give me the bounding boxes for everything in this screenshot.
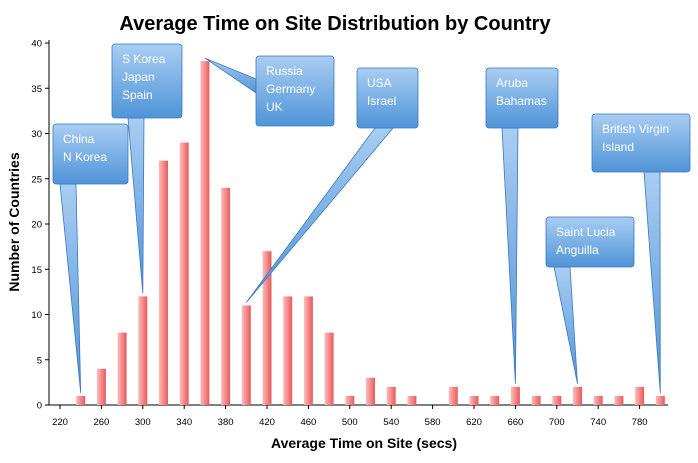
x-tick-label: 300 [135, 417, 151, 428]
x-tick-label: 220 [52, 417, 68, 428]
callout: S Korea Japan Spain [111, 43, 183, 294]
bar [283, 296, 293, 405]
bar [138, 296, 148, 405]
x-tick-label: 780 [632, 417, 648, 428]
y-tick-label: 0 [37, 401, 42, 412]
callout-box [52, 123, 129, 185]
y-tick-label: 15 [31, 265, 42, 276]
y-tick-label: 35 [31, 84, 42, 95]
bar [573, 386, 582, 405]
x-tick-label: 500 [342, 417, 358, 428]
bar [552, 395, 562, 405]
x-tick-label: 700 [549, 417, 565, 428]
bar [324, 332, 334, 405]
bar [366, 377, 375, 405]
callout: British Virgin Island [591, 113, 691, 393]
callout-box [485, 67, 559, 129]
bar [614, 395, 624, 405]
bar [448, 386, 458, 405]
x-tick-label: 340 [176, 417, 192, 428]
y-tick-label: 20 [31, 220, 42, 231]
y-tick-label: 30 [31, 129, 42, 140]
callouts: China N Korea S Korea Japan Spain Russia Germa… [52, 43, 691, 393]
bar [386, 386, 396, 405]
bar [593, 395, 603, 405]
x-tick-label: 380 [218, 417, 234, 428]
callout: Saint Lucia Anguilla [545, 216, 635, 384]
callout-pointer [127, 117, 145, 294]
callout-label: Russia [266, 64, 303, 78]
bar [159, 160, 168, 405]
callout-label: Anguilla [556, 243, 599, 257]
callout-label: Israel [367, 94, 396, 108]
y-tick-label: 10 [31, 310, 42, 321]
x-tick-label: 580 [425, 417, 441, 428]
x-ticks: 220 260 300 340 380 420 460 500 540 580 620 660 700 7… [52, 405, 648, 428]
bar [635, 386, 645, 405]
bar [407, 395, 417, 405]
callout-label: Japan [122, 70, 155, 84]
x-axis-title: Average Time on Site (secs) [271, 435, 457, 451]
y-tick-label: 40 [31, 39, 42, 50]
bar [200, 61, 210, 405]
callout-label: S Korea [122, 52, 166, 66]
callout-label: USA [367, 76, 392, 90]
callout: Russia Germany UK [204, 55, 335, 127]
bar [345, 395, 355, 405]
callout-label: N Korea [63, 150, 107, 164]
y-tick-label: 25 [31, 174, 42, 185]
callout-label: Germany [266, 82, 315, 96]
callout-label: Bahamas [496, 94, 547, 108]
callout-pointer [643, 171, 661, 393]
bar [262, 251, 272, 405]
callout-label: China [63, 132, 95, 146]
bars [76, 61, 665, 406]
callout-pointer [245, 127, 394, 303]
callout-label: UK [266, 100, 283, 114]
callout-label: British Virgin [602, 122, 669, 136]
callout: USA Israel [245, 67, 419, 303]
callout-pointer [501, 127, 519, 384]
callout-box [545, 216, 635, 268]
bar [490, 395, 500, 405]
bar [221, 187, 231, 405]
callout-pointer [59, 183, 82, 393]
x-tick-label: 260 [93, 417, 109, 428]
chart-title: Average Time on Site Distribution by Cou… [119, 13, 551, 35]
callout-box [255, 55, 335, 127]
bar [96, 368, 106, 405]
callout-box [111, 43, 183, 119]
bar [179, 142, 189, 406]
x-tick-label: 620 [466, 417, 482, 428]
axes [48, 40, 668, 406]
callout-box [356, 67, 419, 129]
callout: China N Korea [52, 123, 129, 393]
bar [531, 395, 541, 405]
x-tick-label: 420 [259, 417, 275, 428]
x-tick-label: 540 [383, 417, 399, 428]
y-tick-label: 5 [37, 355, 42, 366]
y-ticks: 0 5 10 15 20 25 30 35 40 [31, 39, 49, 412]
callout-label: Saint Lucia [556, 225, 616, 239]
bar [117, 332, 127, 405]
callout-pointer [204, 57, 257, 94]
x-tick-label: 740 [590, 417, 606, 428]
callout-label: Spain [122, 88, 153, 102]
bar [76, 395, 86, 405]
callout-box [591, 113, 691, 173]
bar [469, 395, 479, 405]
callout-label: Aruba [496, 76, 528, 90]
callout-pointer [553, 266, 578, 384]
bar [655, 395, 665, 405]
x-tick-label: 460 [300, 417, 316, 428]
callout: Aruba Bahamas [485, 67, 559, 384]
y-axis-title: Number of Countries [6, 152, 22, 291]
bar [303, 296, 313, 405]
bar [241, 305, 251, 405]
x-tick-label: 660 [507, 417, 523, 428]
callout-label: Island [602, 140, 634, 154]
bar [510, 386, 520, 405]
